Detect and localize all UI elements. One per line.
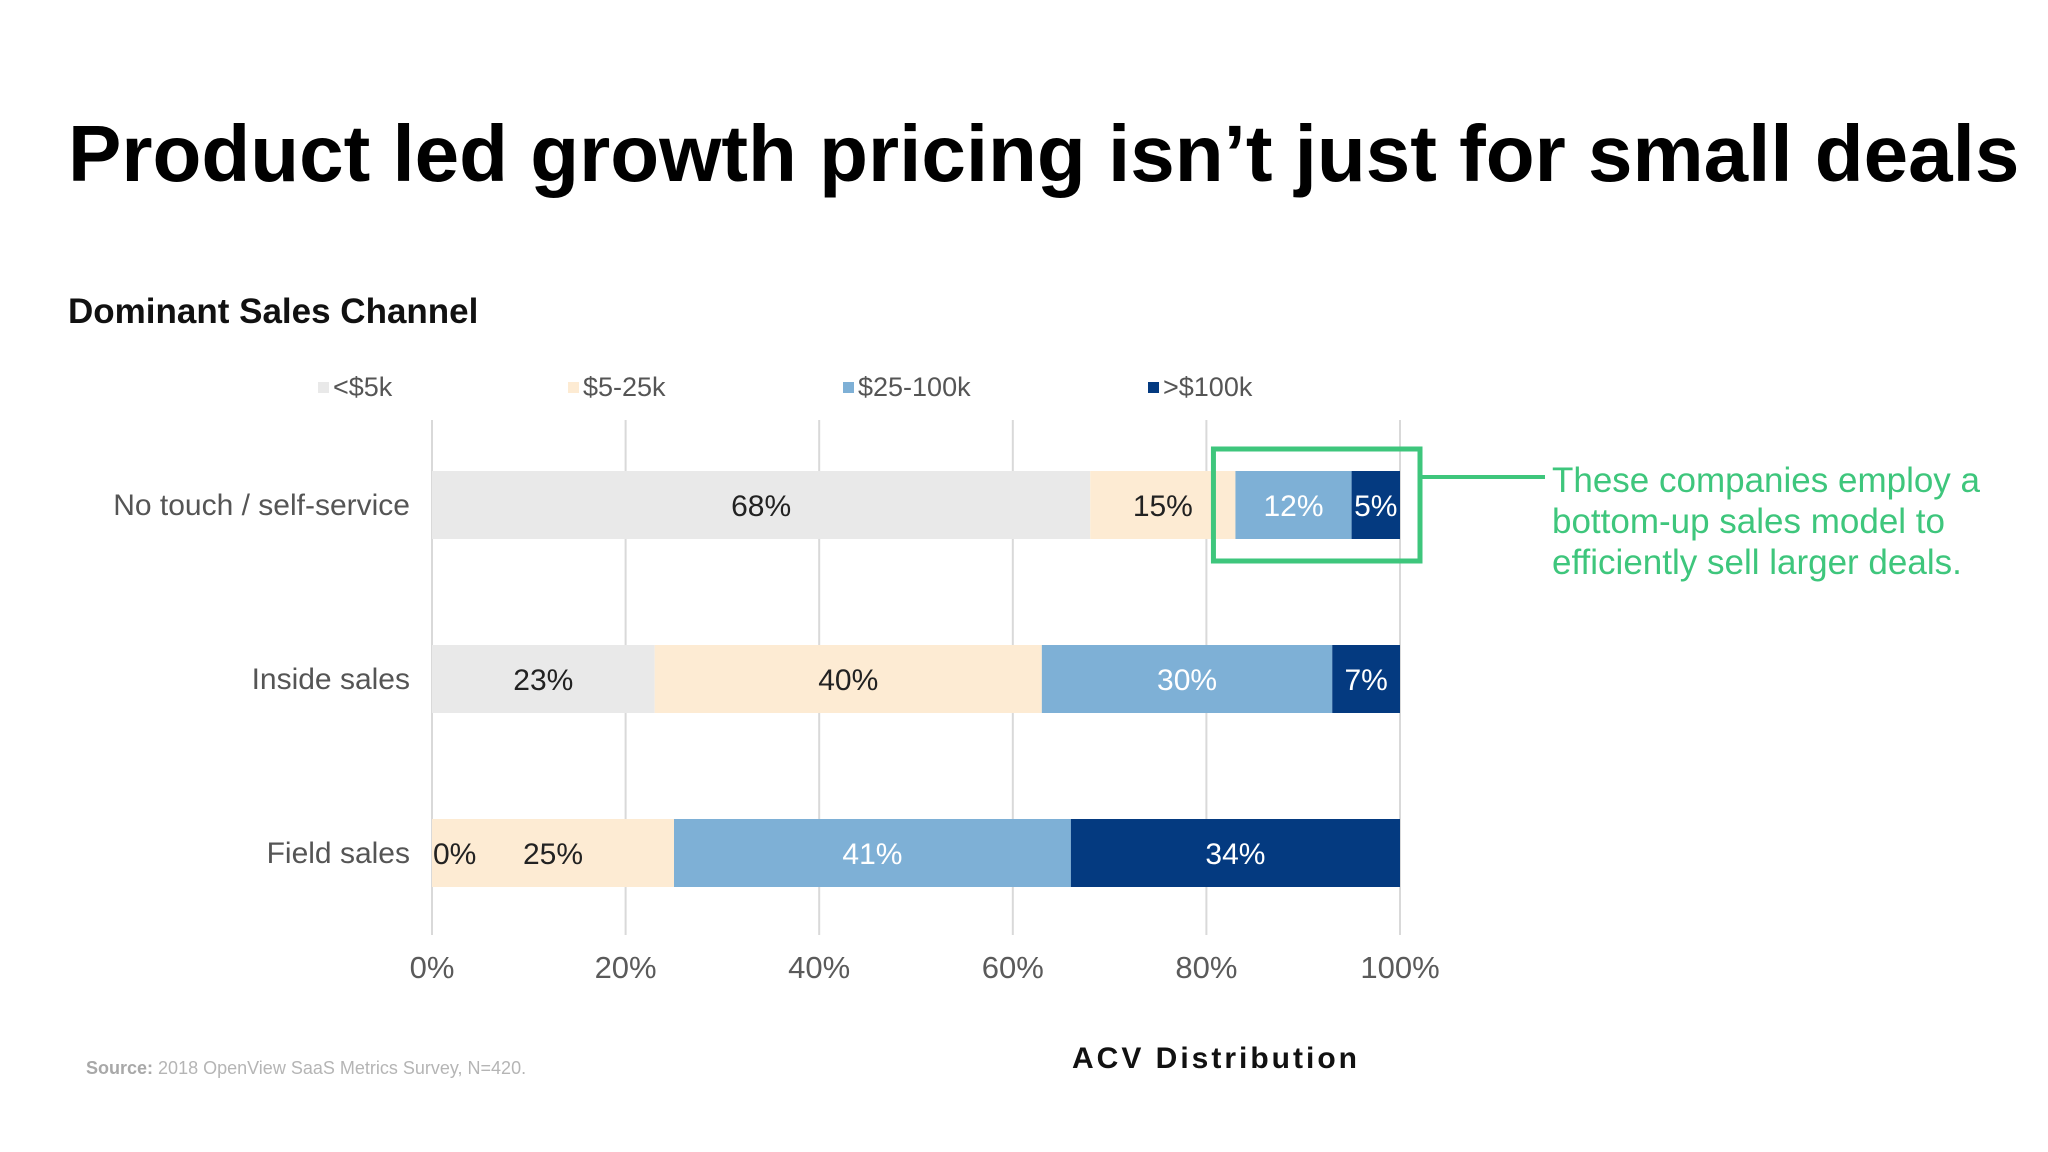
highlight-box bbox=[1210, 446, 1423, 564]
data-label: 7% bbox=[1344, 664, 1387, 697]
legend-label: $5-25k bbox=[583, 372, 666, 402]
highlight-callout bbox=[1210, 446, 1545, 564]
chart-data-labels: 68% 15% 12% 5% 23% 40% 30% 7% 0% 25% 41% 34% bbox=[433, 490, 1397, 871]
bar-segment bbox=[1332, 645, 1400, 713]
x-tick-label: 20% bbox=[595, 950, 657, 985]
x-axis-title: ACV Distribution bbox=[1072, 1042, 1360, 1075]
data-label: 30% bbox=[1157, 664, 1217, 697]
data-label: 34% bbox=[1205, 838, 1265, 871]
data-label: 12% bbox=[1263, 490, 1323, 523]
legend-swatch bbox=[1148, 382, 1159, 393]
bar-segment bbox=[432, 645, 655, 713]
data-label: 68% bbox=[731, 490, 791, 523]
x-tick-label: 60% bbox=[982, 950, 1044, 985]
bar-segment bbox=[1235, 471, 1352, 539]
x-tick-label: 100% bbox=[1360, 950, 1439, 985]
legend-label: >$100k bbox=[1163, 372, 1253, 402]
chart-title: Dominant Sales Channel bbox=[68, 292, 479, 331]
chart-bars bbox=[432, 471, 1400, 887]
x-tick-label: 0% bbox=[410, 950, 455, 985]
source-text: 2018 OpenView SaaS Metrics Survey, N=420… bbox=[158, 1058, 527, 1078]
data-label: 5% bbox=[1354, 490, 1397, 523]
callout-text: These companies employ a bottom-up sales… bbox=[1552, 461, 1980, 582]
category-label: No touch / self-service bbox=[113, 489, 410, 522]
legend-label: <$5k bbox=[333, 372, 393, 402]
bar-segment bbox=[432, 819, 674, 887]
source-label: Source: bbox=[86, 1058, 154, 1078]
chart-category-labels: No touch / self-service Inside sales Field… bbox=[113, 489, 410, 870]
data-label: 25% bbox=[523, 838, 583, 871]
bar-segment bbox=[1351, 471, 1400, 539]
bar-segment bbox=[1041, 645, 1333, 713]
legend-swatch bbox=[568, 382, 579, 393]
data-label: 41% bbox=[842, 838, 902, 871]
data-label: 15% bbox=[1133, 490, 1193, 523]
category-label: Inside sales bbox=[252, 663, 410, 696]
x-tick-label: 40% bbox=[788, 950, 850, 985]
slide-title: Product led growth pricing isn’t just fo… bbox=[68, 109, 2020, 198]
source-note: Source: 2018 OpenView SaaS Metrics Surve… bbox=[86, 1058, 526, 1079]
bar-segment bbox=[1070, 819, 1400, 887]
data-label: 23% bbox=[513, 664, 573, 697]
chart-legend: <$5k $5-25k $25-100k >$100k bbox=[318, 372, 1253, 402]
category-label: Field sales bbox=[267, 837, 410, 870]
data-label: 0% bbox=[433, 838, 476, 871]
legend-label: $25-100k bbox=[858, 372, 971, 402]
data-label: 40% bbox=[818, 664, 878, 697]
bar-segment bbox=[654, 645, 1042, 713]
x-tick-label: 80% bbox=[1175, 950, 1237, 985]
bar-segment bbox=[674, 819, 1071, 887]
legend-swatch bbox=[843, 382, 854, 393]
bar-segment bbox=[432, 471, 1091, 539]
chart-x-tick-labels: 0% 20% 40% 60% 80% 100% bbox=[410, 950, 1440, 985]
legend-swatch bbox=[318, 382, 329, 393]
